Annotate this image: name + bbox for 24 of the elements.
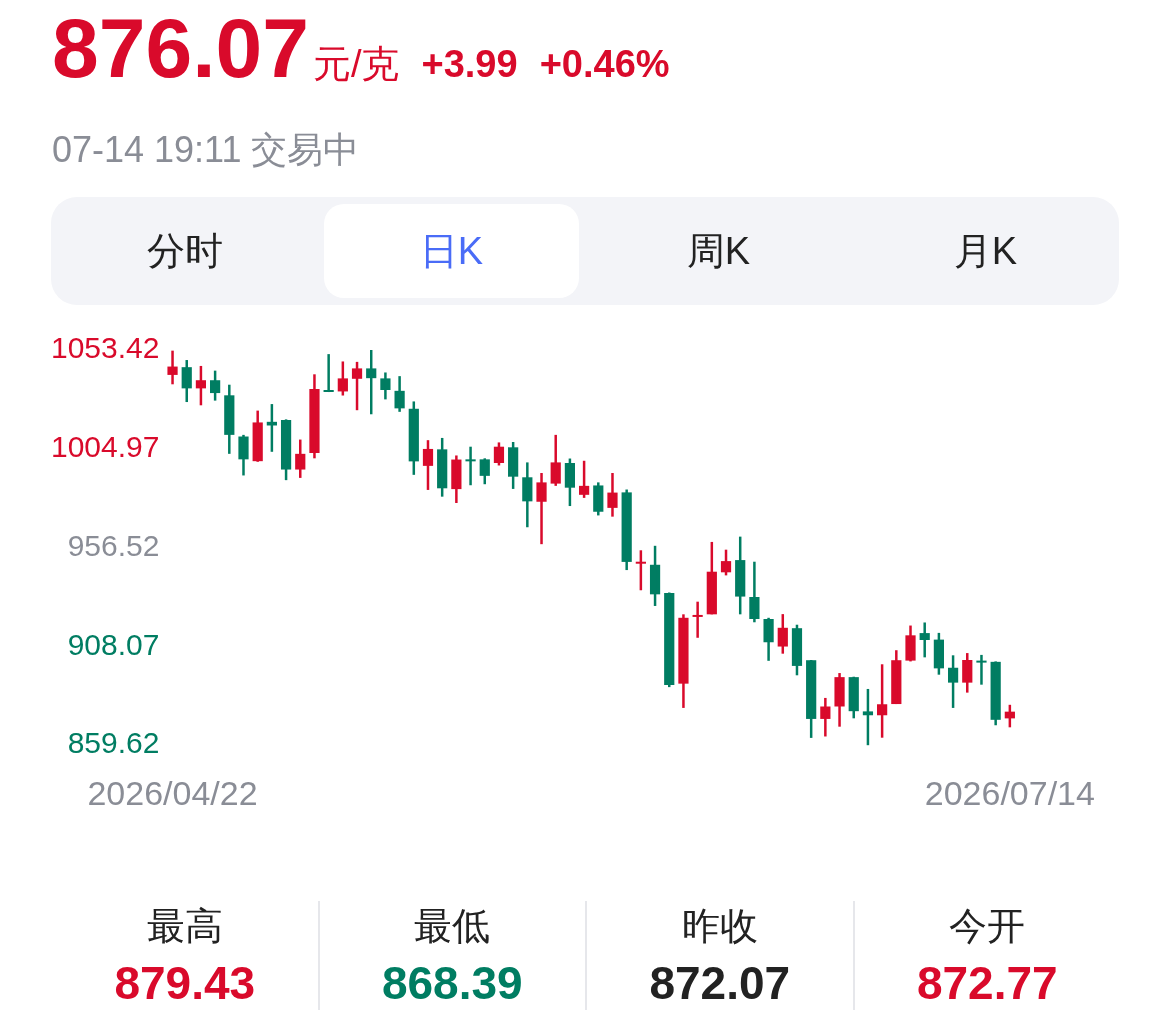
text: 月K (952, 228, 1019, 274)
text: 周K (685, 228, 752, 274)
text: +3.99 (421, 43, 518, 86)
y-tick-label: 1004.97 (50, 430, 160, 464)
text: 868.39 (380, 956, 524, 1010)
text: +0.46% (539, 43, 670, 86)
text: 872.07 (648, 956, 792, 1010)
text: 分时 (145, 228, 224, 274)
y-tick-label: 908.07 (67, 627, 160, 661)
text: 日K (324, 204, 579, 298)
x-tick-label: 2026/04/22 (87, 773, 258, 812)
y-tick-label: 956.52 (67, 528, 160, 562)
text: 879.43 (113, 956, 257, 1010)
text: 最高 (145, 904, 224, 949)
text: 最低 (413, 904, 492, 949)
text: 今开 (948, 904, 1027, 949)
text: 昨收 (680, 904, 759, 949)
chart-subtitle: 07-14 19:11 交易中 (52, 128, 360, 172)
y-tick-label: 859.62 (67, 726, 160, 760)
chart-title: 876.07 (52, 0, 309, 97)
text: 872.77 (915, 956, 1059, 1010)
x-tick-label: 2026/07/14 (924, 773, 1095, 812)
text: 元/克 (312, 42, 400, 87)
y-tick-label: 1053.42 (50, 331, 160, 365)
